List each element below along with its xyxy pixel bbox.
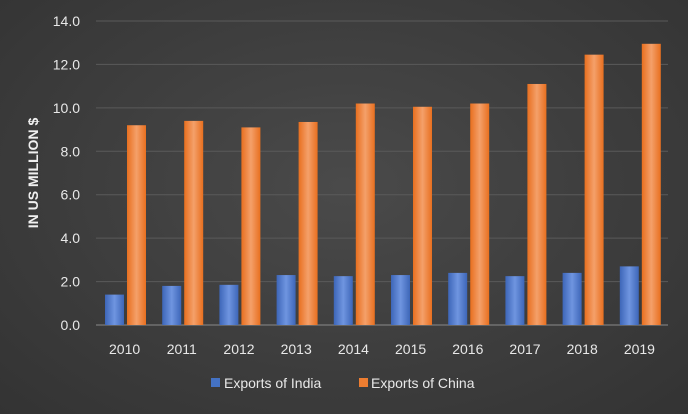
x-tick-label: 2017	[509, 341, 540, 357]
legend-label: Exports of China	[371, 375, 475, 391]
bar-india-2012	[219, 284, 239, 325]
bar-india-2016	[448, 272, 468, 325]
legend-swatch	[211, 378, 220, 387]
y-tick-label: 4.0	[61, 230, 81, 246]
x-tick-label: 2018	[567, 341, 598, 357]
x-tick-label: 2010	[109, 341, 140, 357]
x-tick-label: 2011	[167, 341, 197, 357]
bar-china-2015	[413, 106, 432, 326]
bar-india-2013	[276, 275, 296, 325]
gridlines	[96, 20, 668, 326]
x-tick-label: 2019	[624, 341, 655, 357]
bar-china-2010	[127, 125, 146, 325]
x-tick-label: 2014	[338, 341, 369, 357]
y-tick-label: 10.0	[53, 100, 80, 116]
y-axis-title: IN US MILLION $	[25, 118, 41, 229]
bar-india-2019	[619, 266, 639, 325]
x-tick-label: 2013	[281, 341, 312, 357]
bar-china-2016	[470, 103, 490, 325]
bar-india-2015	[391, 275, 410, 325]
x-tick-label: 2015	[395, 341, 426, 357]
x-tick-label: 2016	[452, 341, 483, 357]
legend: Exports of India Exports of China	[211, 375, 475, 391]
bar-china-2013	[298, 121, 318, 325]
bar-china-2012	[241, 127, 261, 326]
bar-china-2017	[527, 83, 547, 325]
bar-china-2019	[641, 43, 661, 326]
bar-india-2017	[505, 276, 525, 325]
y-tick-label: 0.0	[61, 317, 81, 333]
bar-india-2010	[105, 294, 124, 325]
legend-label: Exports of India	[224, 375, 321, 391]
bar-china-2018	[584, 54, 604, 326]
x-axis-ticks: 2010 2011 2012 2013 2014 2015 2016 2017 2018 2019	[109, 341, 655, 357]
y-tick-label: 12.0	[53, 56, 80, 72]
bar-china-2014	[355, 103, 375, 325]
bar-india-2011	[162, 285, 182, 325]
x-tick-label: 2012	[223, 341, 254, 357]
bar-india-2014	[333, 276, 353, 325]
legend-swatch	[359, 378, 368, 387]
bars	[105, 43, 661, 326]
bar-china-2011	[184, 120, 204, 325]
bar-india-2018	[562, 272, 582, 325]
y-tick-label: 2.0	[61, 274, 81, 290]
y-axis-ticks: 0.0 2.0 4.0 6.0 8.0 10.0 12.0 14.0	[53, 13, 80, 333]
y-tick-label: 6.0	[61, 187, 81, 203]
y-tick-label: 8.0	[61, 143, 81, 159]
y-tick-label: 14.0	[53, 13, 80, 29]
